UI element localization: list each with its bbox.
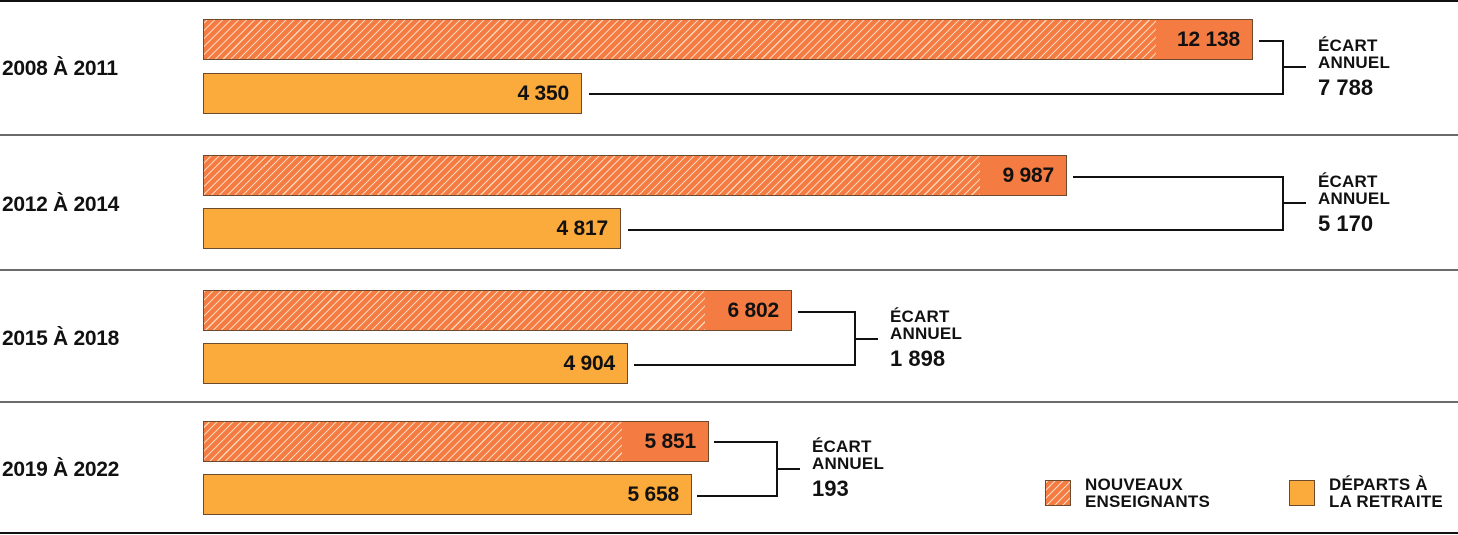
legend-label-new-teachers: NOUVEAUX ENSEIGNANTS [1085, 476, 1210, 510]
bar-new-teachers-2019-2022: 5 851 [203, 421, 709, 462]
connector-nub [776, 468, 800, 470]
bar-value: 4 817 [556, 216, 608, 240]
gap-value: 193 [812, 476, 849, 501]
bar-value: 4 904 [563, 351, 615, 375]
connector-nub [1282, 66, 1306, 68]
row-divider [0, 401, 1458, 403]
connector-top [714, 441, 778, 443]
bar-label-bg [622, 422, 708, 461]
gap-value: 1 898 [890, 346, 946, 371]
legend-line: LA RETRAITE [1329, 492, 1443, 511]
row-divider [0, 269, 1458, 271]
connector-nub [1282, 202, 1306, 204]
bar-label-bg [980, 156, 1066, 195]
bar-retirements-2015-2018: 4 904 [203, 343, 628, 384]
connector-bottom [697, 495, 778, 497]
row-label-2008-2011: 2008 À 2011 [2, 57, 118, 80]
gap-value: 7 788 [1318, 75, 1374, 100]
connector-top [1259, 40, 1284, 42]
top-rule [0, 0, 1458, 2]
row-label-2019-2022: 2019 À 2022 [2, 458, 119, 481]
annual-gap-2015-2018: ÉCART ANNUEL 1 898 [890, 308, 962, 370]
bar-retirements-2019-2022: 5 658 [203, 474, 692, 515]
legend-line: DÉPARTS À [1329, 475, 1428, 494]
annual-gap-2008-2011: ÉCART ANNUEL 7 788 [1318, 37, 1390, 99]
row-divider [0, 134, 1458, 136]
legend-swatch-retirements [1289, 480, 1315, 506]
gap-title: ANNUEL [812, 454, 885, 473]
gap-title: ÉCART [812, 437, 872, 456]
bar-label-bg [705, 291, 791, 330]
bar-value: 4 350 [517, 81, 569, 105]
bar-value: 5 851 [644, 429, 696, 453]
annual-gap-2019-2022: ÉCART ANNUEL 193 [812, 438, 884, 500]
bottom-rule [0, 532, 1458, 534]
gap-title: ANNUEL [890, 324, 963, 343]
gap-value: 5 170 [1318, 211, 1374, 236]
legend-line: NOUVEAUX [1085, 475, 1183, 494]
connector-nub [854, 338, 878, 340]
bar-new-teachers-2008-2011: 12 138 [203, 19, 1253, 60]
gap-title: ÉCART [1318, 172, 1378, 191]
legend-label-retirements: DÉPARTS À LA RETRAITE [1329, 476, 1443, 510]
connector-bottom [589, 93, 1284, 95]
gap-title: ÉCART [890, 307, 950, 326]
annual-gap-2012-2014: ÉCART ANNUEL 5 170 [1318, 173, 1390, 235]
row-label-2015-2018: 2015 À 2018 [2, 327, 119, 350]
connector-top [1073, 176, 1284, 178]
connector-top [798, 311, 856, 313]
bar-retirements-2012-2014: 4 817 [203, 208, 621, 249]
bar-value: 9 987 [1002, 163, 1054, 187]
bar-value: 6 802 [727, 298, 779, 322]
bar-value: 5 658 [627, 482, 679, 506]
connector-bottom [634, 364, 856, 366]
bar-value: 12 138 [1176, 27, 1240, 51]
bar-new-teachers-2012-2014: 9 987 [203, 155, 1067, 196]
gap-title: ANNUEL [1318, 53, 1391, 72]
row-label-2012-2014: 2012 À 2014 [2, 193, 119, 216]
connector-bottom [628, 229, 1284, 231]
gap-title: ANNUEL [1318, 189, 1391, 208]
legend-swatch-new-teachers [1045, 480, 1071, 506]
bar-new-teachers-2015-2018: 6 802 [203, 290, 792, 331]
bar-retirements-2008-2011: 4 350 [203, 73, 582, 114]
legend-line: ENSEIGNANTS [1085, 492, 1210, 511]
bar-label-bg [1156, 20, 1252, 59]
gap-title: ÉCART [1318, 36, 1378, 55]
